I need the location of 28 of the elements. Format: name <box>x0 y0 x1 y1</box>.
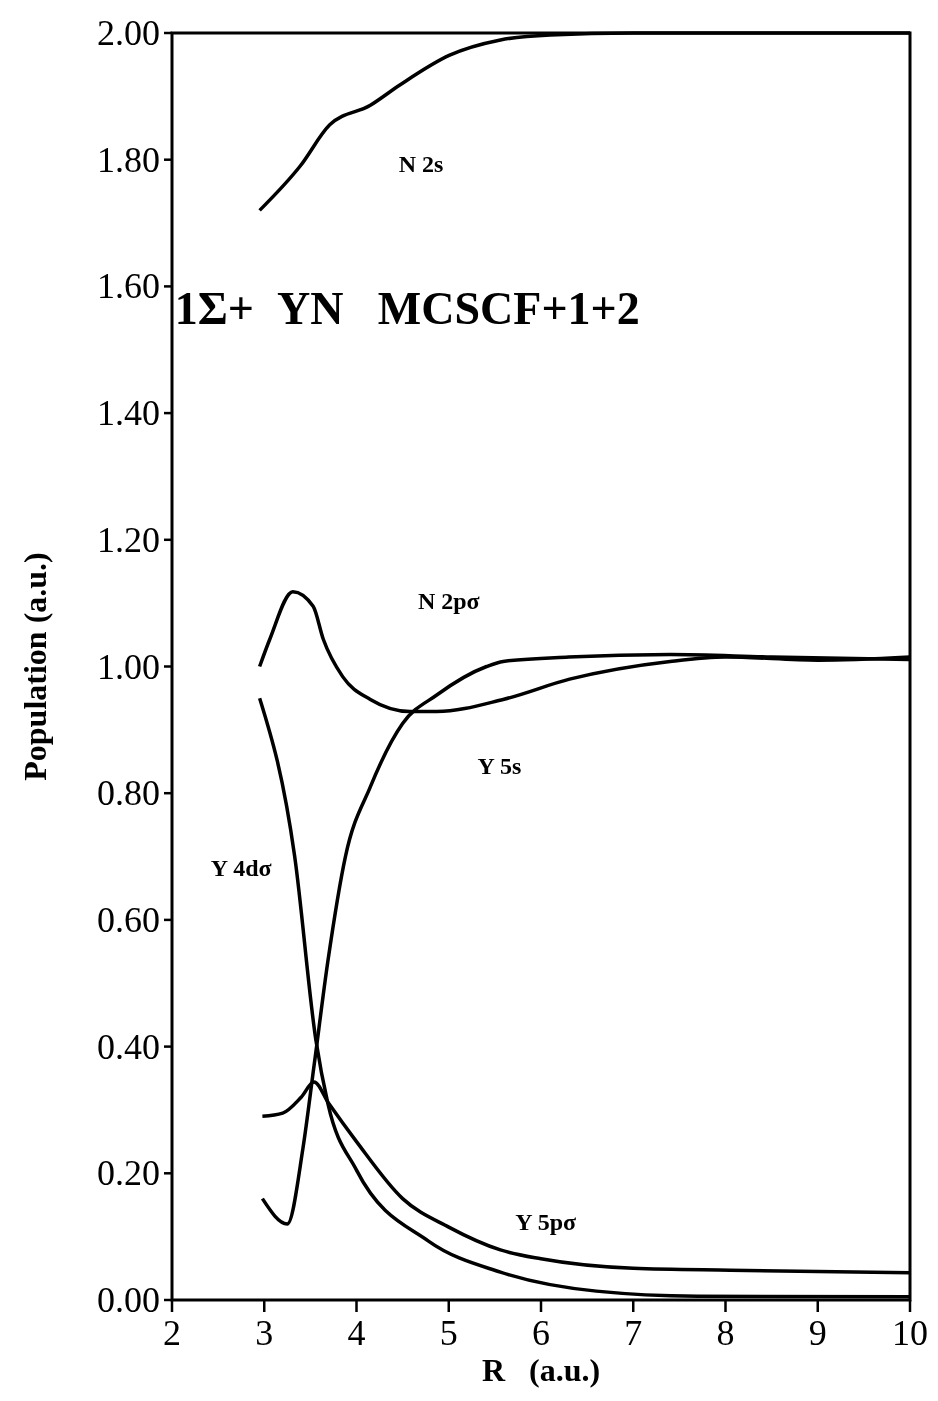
x-tick-label: 8 <box>716 1313 735 1353</box>
x-tick-label: 5 <box>439 1313 458 1353</box>
x-tick-label: 4 <box>347 1313 366 1353</box>
text: N 2pσ <box>417 588 480 615</box>
series-label: Y 5s <box>477 753 522 780</box>
x-axis-title: R (a.u.) <box>481 1352 601 1388</box>
x-tick-label: 10 <box>892 1313 928 1353</box>
series-label: Y 5pσ <box>515 1209 577 1236</box>
y-tick-label: 1.40 <box>97 393 160 434</box>
y-tick-label: 1.80 <box>97 139 160 180</box>
y-tick-label: 1.20 <box>97 519 160 560</box>
y-tick-label: 0.20 <box>97 1153 160 1194</box>
x-tick-label: 6 <box>532 1313 550 1353</box>
x-tick-label: 7 <box>624 1313 643 1353</box>
text: N 2s <box>398 151 444 178</box>
x-tick-label: 2 <box>163 1313 181 1353</box>
series-label: Y 4dσ <box>210 854 272 881</box>
y-axis-title: Population (a.u.) <box>17 552 53 781</box>
y-tick-label: 1.60 <box>97 266 160 307</box>
y-tick-label: 0.40 <box>97 1026 160 1067</box>
y-tick-label: 2.00 <box>97 13 160 53</box>
y-tick-label: 0.60 <box>97 899 160 940</box>
y-tick-label: 0.00 <box>97 1280 160 1320</box>
y-tick-label: 0.80 <box>97 773 160 814</box>
x-tick-label: 3 <box>255 1313 274 1353</box>
x-tick-label: 9 <box>808 1313 827 1353</box>
text: 1Σ+ YN MCSCF+1+2 <box>174 283 640 335</box>
y-tick-label: 1.00 <box>97 646 160 687</box>
